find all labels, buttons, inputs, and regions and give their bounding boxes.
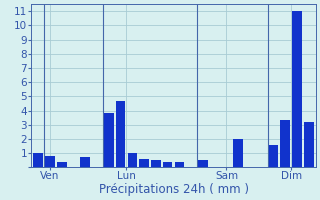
Bar [127, 153, 137, 167]
Bar [233, 139, 243, 167]
X-axis label: Précipitations 24h ( mm ): Précipitations 24h ( mm ) [99, 183, 249, 196]
Bar [33, 153, 43, 167]
Bar [139, 159, 149, 167]
Bar [163, 162, 172, 167]
Bar [198, 160, 208, 167]
Bar [80, 157, 90, 167]
Bar [280, 120, 290, 167]
Bar [269, 145, 278, 167]
Bar [45, 156, 55, 167]
Bar [57, 162, 67, 167]
Bar [175, 162, 184, 167]
Bar [292, 11, 302, 167]
Bar [104, 113, 114, 167]
Bar [151, 160, 161, 167]
Bar [116, 101, 125, 167]
Bar [304, 122, 314, 167]
